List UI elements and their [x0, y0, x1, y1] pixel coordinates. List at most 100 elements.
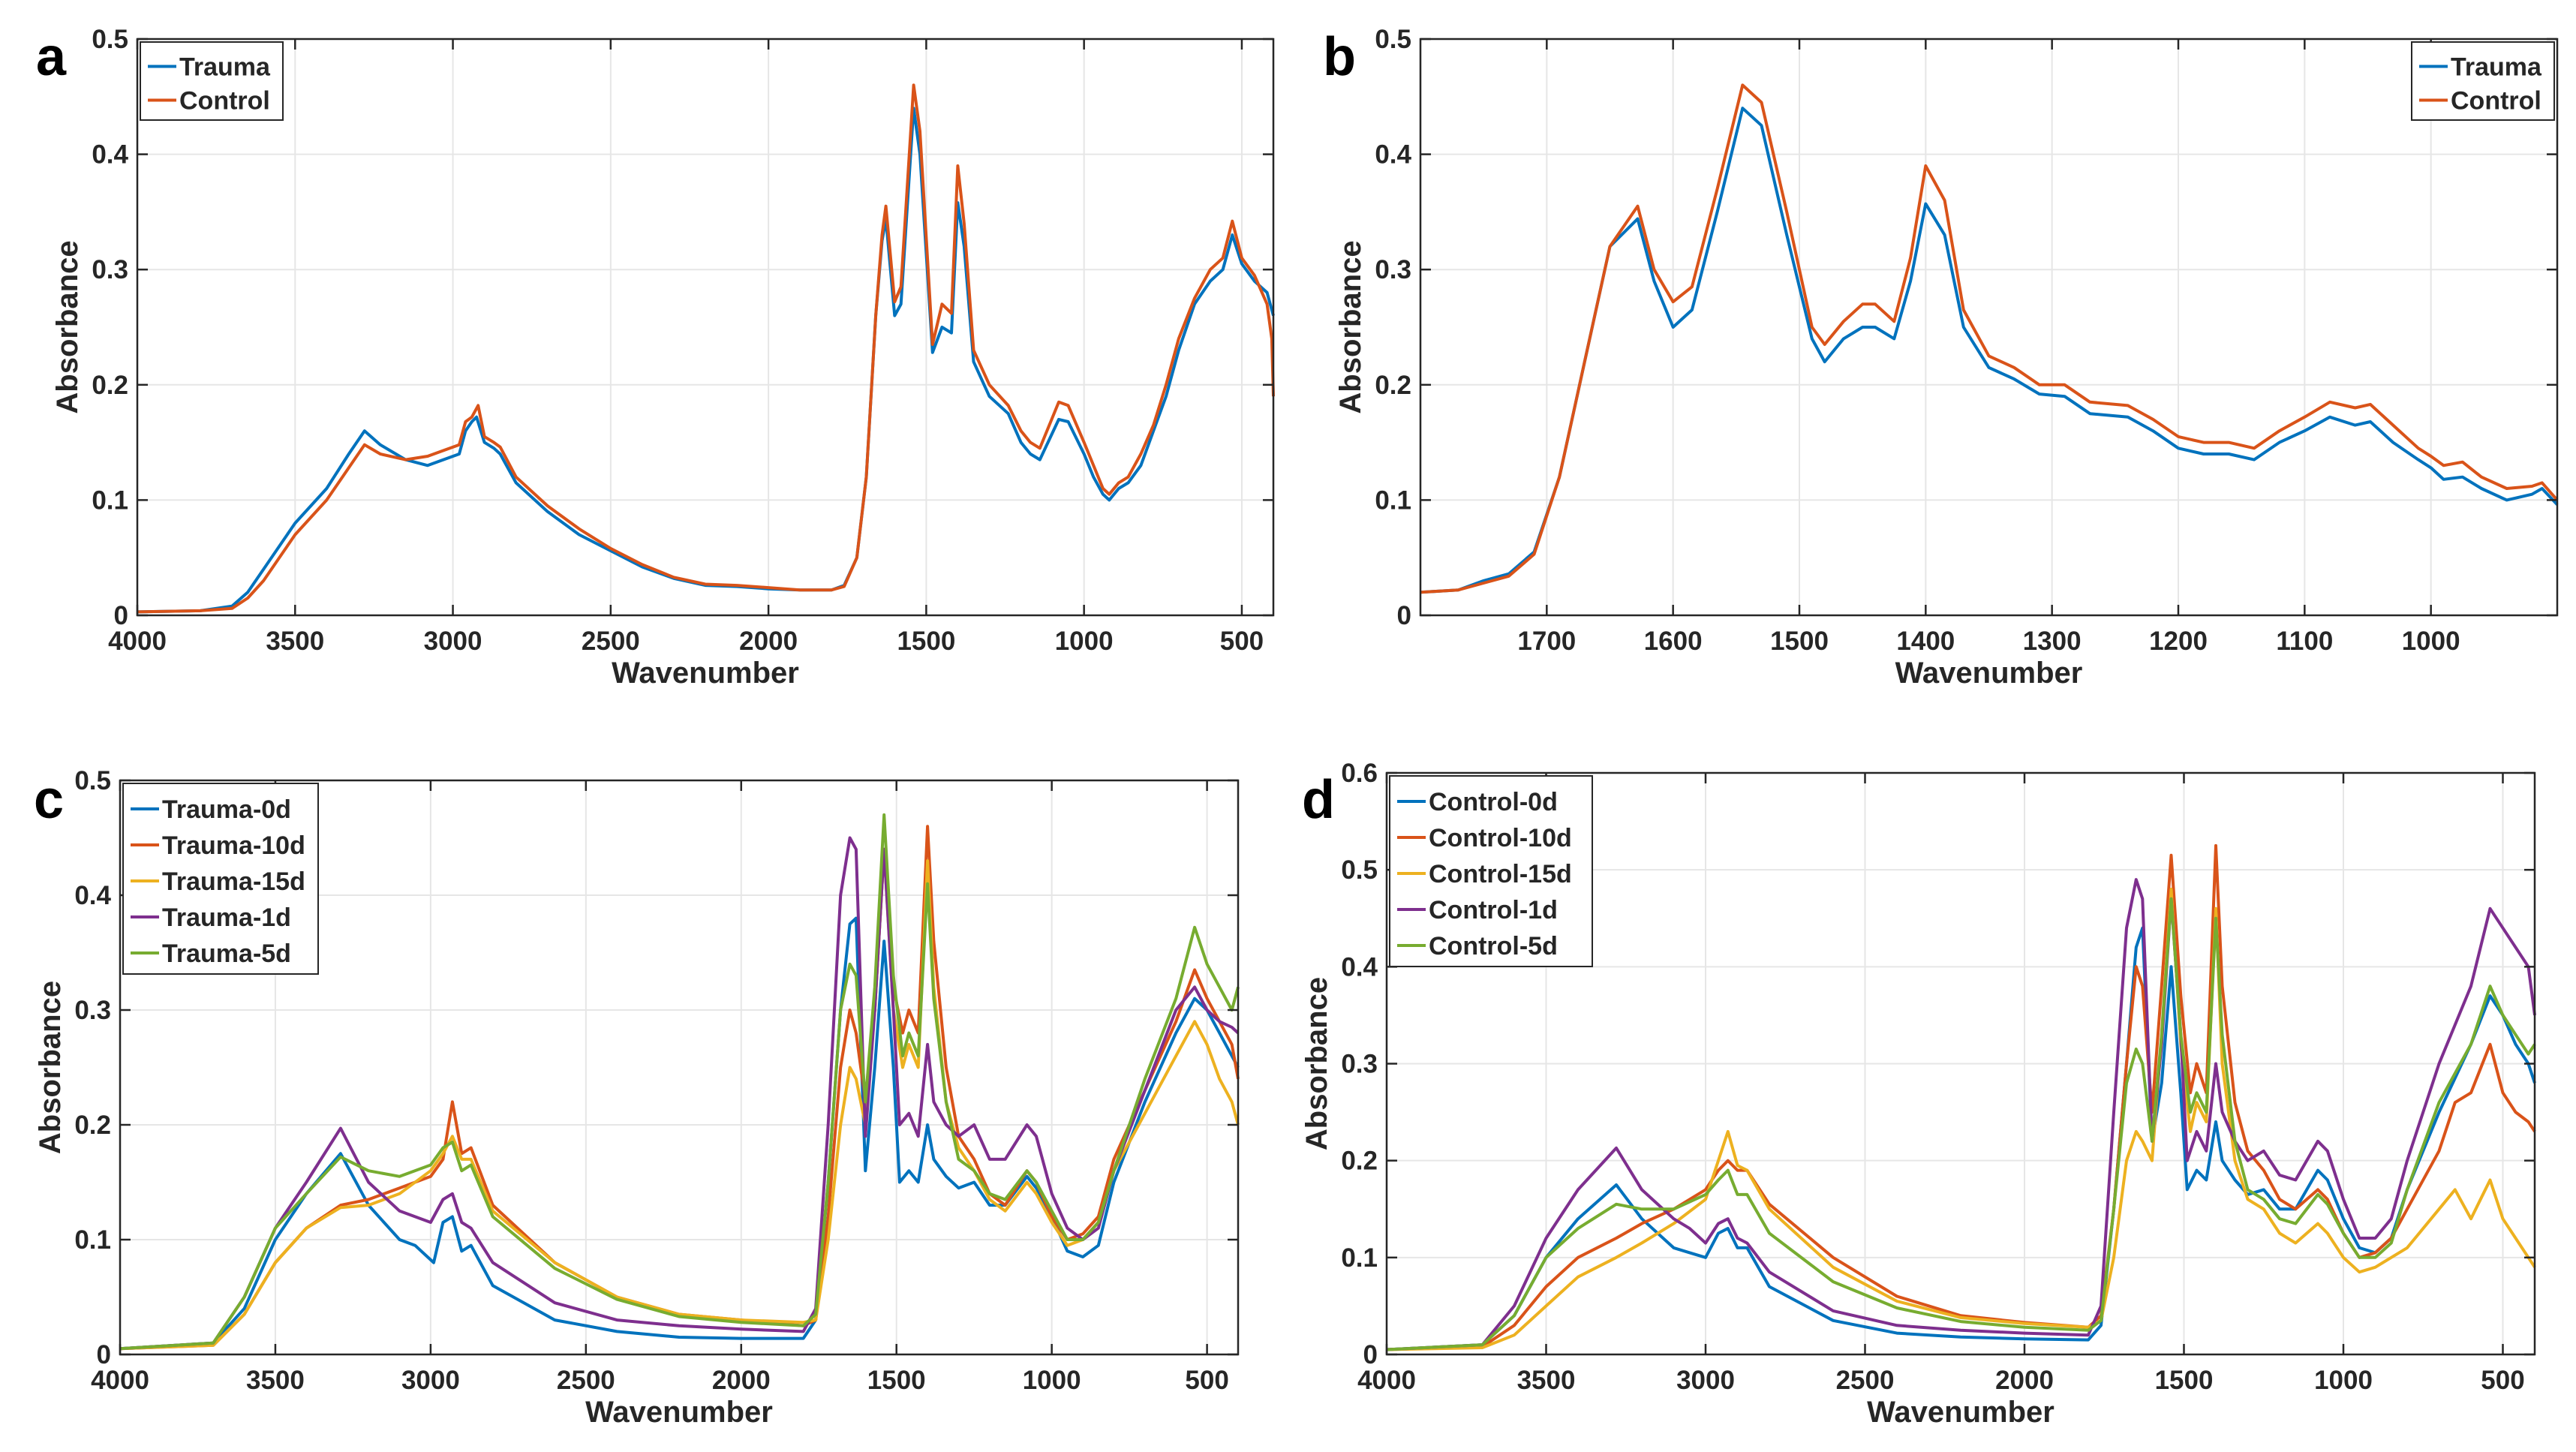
- panel-letter: b: [1323, 27, 1356, 87]
- legend-label: Control-15d: [1429, 860, 1572, 888]
- plot-frame: [119, 779, 1240, 1356]
- series-line-trauma: [137, 107, 1275, 614]
- x-tick-label: 3500: [246, 1366, 305, 1395]
- y-axis-label: Absorbance: [1300, 977, 1333, 1150]
- series-line-trauma: [1420, 107, 2559, 594]
- x-tick-label: 1000: [2402, 627, 2460, 656]
- legend: Trauma Control: [2411, 41, 2555, 121]
- legend-label: Control-0d: [1429, 788, 1558, 816]
- legend-label: Control-5d: [1429, 932, 1558, 960]
- y-tick-label: 0.1: [1375, 486, 1411, 515]
- x-tick-label: 1500: [867, 1366, 926, 1395]
- legend-label: Trauma-5d: [162, 939, 291, 968]
- x-tick-label: 1400: [1896, 627, 1955, 656]
- x-tick-label: 2500: [582, 627, 640, 656]
- series-line-control-0d: [1386, 926, 2536, 1351]
- x-tick-label: 500: [1185, 1366, 1228, 1395]
- y-tick-label: 0.3: [74, 996, 111, 1025]
- panel-letter: a: [36, 27, 67, 87]
- y-tick-label: 0.5: [1341, 855, 1378, 885]
- legend-label: Trauma-10d: [162, 831, 305, 860]
- plot-frame: [1419, 38, 2559, 617]
- y-tick-label: 0.4: [1375, 140, 1411, 170]
- y-tick-label: 0.2: [74, 1111, 111, 1140]
- legend-box: [122, 783, 319, 975]
- y-tick-label: 0.1: [74, 1225, 111, 1255]
- y-tick-label: 0: [1397, 601, 1411, 630]
- series-line-trauma-0d: [119, 916, 1240, 1351]
- legend-label: Control-1d: [1429, 896, 1558, 924]
- y-axis-label: Absorbance: [51, 240, 84, 413]
- legend-box: [140, 41, 284, 121]
- y-axis-label: Absorbance: [1334, 240, 1367, 413]
- x-tick-label: 1000: [1055, 627, 1114, 656]
- x-tick-label: 3000: [1676, 1366, 1735, 1395]
- legend-label: Control-10d: [1429, 824, 1572, 852]
- x-axis-label: Wavenumber: [585, 1396, 773, 1429]
- panel-a: 4000 3500 3000 2500 2000 1500 1000 500 0 0.1 0.2 0.…: [36, 25, 1275, 690]
- x-tick-label: 2000: [739, 627, 798, 656]
- legend-label: Trauma-0d: [162, 795, 291, 824]
- x-tick-label: 1600: [1644, 627, 1703, 656]
- y-tick-label: 0.3: [1375, 255, 1411, 284]
- y-tick-label: 0.2: [1341, 1147, 1378, 1176]
- x-tick-label: 1000: [1023, 1366, 1081, 1395]
- y-tick-label: 0.4: [92, 140, 128, 170]
- legend-label: Trauma-15d: [162, 867, 305, 896]
- y-tick-label: 0: [97, 1340, 111, 1369]
- x-tick-label: 2500: [557, 1366, 615, 1395]
- series-line-control: [1420, 83, 2559, 594]
- x-tick-label: 1200: [2149, 627, 2208, 656]
- panel-letter: d: [1302, 770, 1335, 830]
- y-tick-label: 0.5: [1375, 25, 1411, 54]
- y-tick-label: 0.4: [74, 881, 111, 910]
- y-tick-label: 0.1: [1341, 1243, 1378, 1273]
- panel-d: 4000 3500 3000 2500 2000 1500 1000 500 0 0.1 0.2 0.…: [1300, 759, 2536, 1429]
- series-line-trauma-1d: [119, 836, 1240, 1351]
- panel-c: 4000 3500 3000 2500 2000 1500 1000 500 0 0.1 0.2 0.…: [34, 766, 1240, 1429]
- y-tick-label: 0: [114, 601, 128, 630]
- y-tick-label: 0.3: [92, 255, 128, 284]
- x-tick-label: 1500: [1770, 627, 1829, 656]
- x-tick-label: 2000: [712, 1366, 771, 1395]
- x-axis-label: Wavenumber: [612, 657, 799, 690]
- y-axis-label: Absorbance: [34, 981, 67, 1154]
- legend-label: Control: [179, 87, 270, 116]
- legend: Trauma-0d Trauma-10d Trauma-15d Trauma-1d Tr…: [122, 783, 319, 975]
- x-tick-label: 4000: [1357, 1366, 1416, 1395]
- x-tick-label: 1300: [2023, 627, 2082, 656]
- x-tick-label: 1500: [2155, 1366, 2214, 1395]
- y-tick-label: 0.1: [92, 486, 128, 515]
- legend-label: Control: [2451, 87, 2541, 116]
- x-tick-label: 3000: [424, 627, 482, 656]
- x-tick-label: 1500: [897, 627, 955, 656]
- x-tick-label: 4000: [108, 627, 167, 656]
- y-tick-label: 0.2: [92, 371, 128, 400]
- legend-label: Trauma: [179, 53, 271, 82]
- y-tick-label: 0.5: [74, 766, 111, 795]
- x-tick-label: 1100: [2276, 627, 2333, 656]
- y-tick-label: 0.5: [92, 25, 128, 54]
- x-tick-label: 3000: [401, 1366, 460, 1395]
- legend-label: Trauma-1d: [162, 903, 291, 932]
- y-tick-label: 0.4: [1341, 952, 1378, 982]
- x-tick-label: 2500: [1836, 1366, 1895, 1395]
- x-axis-label: Wavenumber: [1867, 1396, 2054, 1429]
- x-tick-label: 500: [1220, 627, 1264, 656]
- legend-box: [2411, 41, 2555, 121]
- x-tick-label: 500: [2481, 1366, 2524, 1395]
- plot-frame: [136, 38, 1275, 617]
- y-tick-label: 0.2: [1375, 371, 1411, 400]
- legend-label: Trauma: [2451, 53, 2542, 82]
- x-tick-label: 1700: [1517, 627, 1576, 656]
- x-tick-label: 3500: [266, 627, 324, 656]
- series-line-control: [137, 83, 1275, 614]
- y-tick-label: 0.3: [1341, 1050, 1378, 1079]
- x-axis-label: Wavenumber: [1895, 657, 2083, 690]
- panel-b: 1700 1600 1500 1400 1300 1200 1100 1000 0 0.1 0.2 0…: [1323, 25, 2559, 690]
- x-tick-label: 3500: [1517, 1366, 1576, 1395]
- series-line-trauma-5d: [119, 813, 1240, 1351]
- series-line-control-15d: [1386, 888, 2536, 1351]
- x-tick-label: 4000: [91, 1366, 149, 1395]
